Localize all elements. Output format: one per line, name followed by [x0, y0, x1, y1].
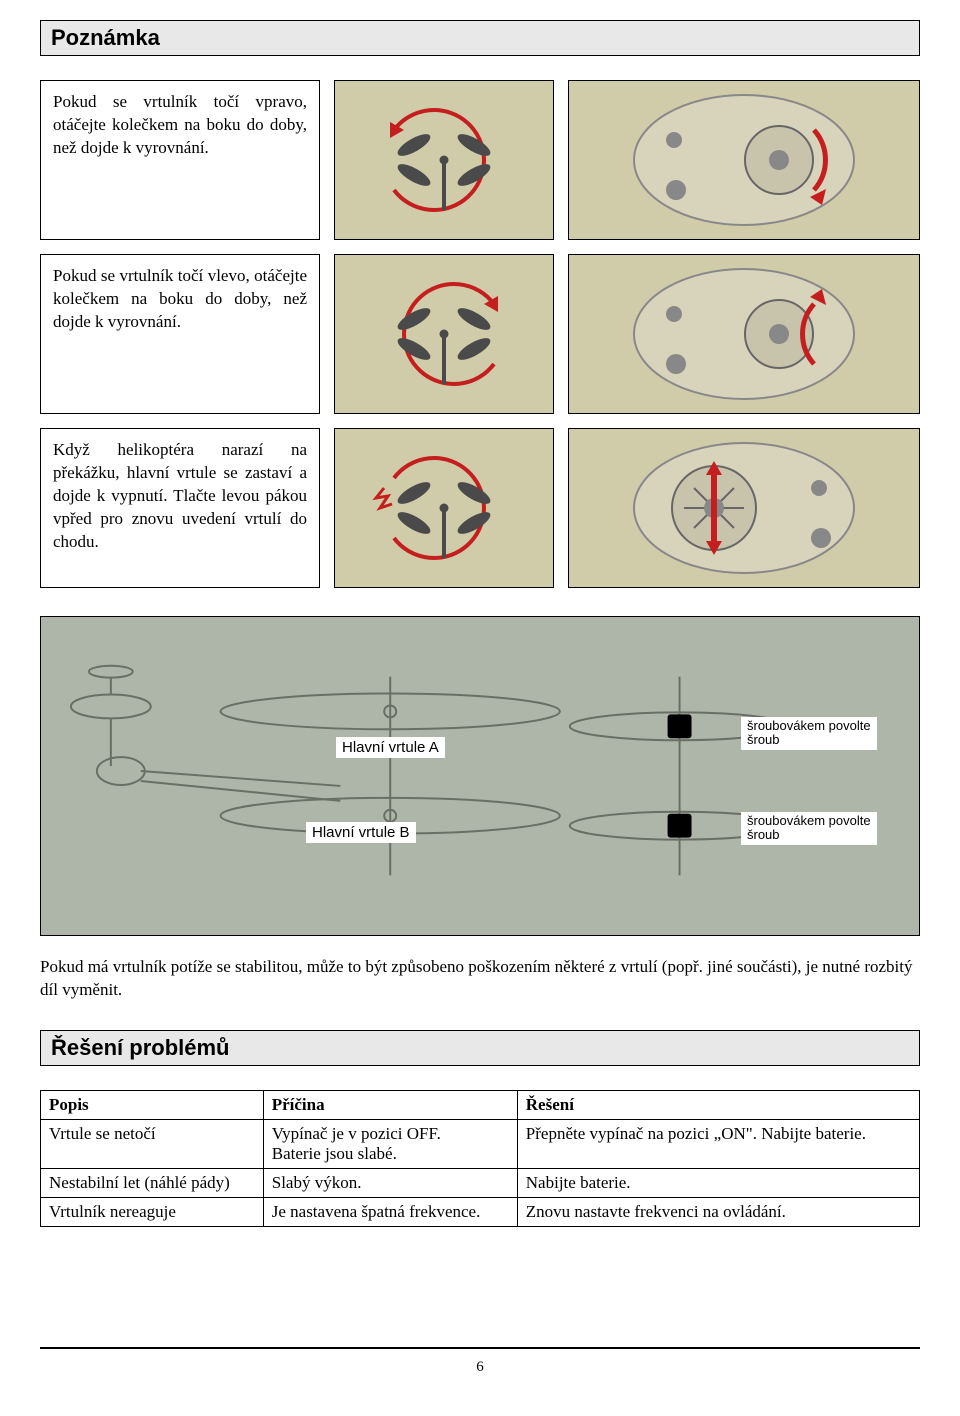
cell: Vrtule se netočí	[41, 1119, 264, 1168]
rotor-crash-icon	[334, 428, 554, 588]
rotor-diagram-cw-icon	[334, 80, 554, 240]
label-rotor-b: Hlavní vrtule B	[306, 822, 416, 843]
rotor-assembly-figure: Hlavní vrtule A Hlavní vrtule B šroubová…	[40, 616, 920, 936]
table-row: Nestabilní let (náhlé pády) Slabý výkon.…	[41, 1168, 920, 1197]
stick-push-icon	[568, 428, 920, 588]
cell: Vrtulník nereaguje	[41, 1197, 264, 1226]
table-header-row: Popis Příčina Řešení	[41, 1090, 920, 1119]
col-popis: Popis	[41, 1090, 264, 1119]
page-number: 6	[40, 1359, 920, 1376]
trim-dial-right-icon	[568, 80, 920, 240]
info-text-2: Pokud se vrtulník točí vlevo, otáčejte k…	[40, 254, 320, 414]
info-text-3: Když helikoptéra narazí na překážku, hla…	[40, 428, 320, 588]
col-pricina: Příčina	[263, 1090, 517, 1119]
label-screw-1: šroubovákem povolte šroub	[741, 717, 877, 750]
table-row: Vrtulník nereaguje Je nastavena špatná f…	[41, 1197, 920, 1226]
cell: Je nastavena špatná frekvence.	[263, 1197, 517, 1226]
rotor-diagram-ccw-icon	[334, 254, 554, 414]
col-reseni: Řešení	[517, 1090, 919, 1119]
troubleshoot-heading: Řešení problémů	[40, 1030, 920, 1066]
troubleshoot-table: Popis Příčina Řešení Vrtule se netočí Vy…	[40, 1090, 920, 1227]
note-heading: Poznámka	[40, 20, 920, 56]
cell: Nabijte baterie.	[517, 1168, 919, 1197]
info-row-1: Pokud se vrtulník točí vpravo, otáčejte …	[40, 80, 920, 240]
footer-rule	[40, 1347, 920, 1349]
label-screw-2: šroubovákem povolte šroub	[741, 812, 877, 845]
trim-dial-left-icon	[568, 254, 920, 414]
figure-caption: Pokud má vrtulník potíže se stabilitou, …	[40, 956, 920, 1002]
info-text-1: Pokud se vrtulník točí vpravo, otáčejte …	[40, 80, 320, 240]
cell: Slabý výkon.	[263, 1168, 517, 1197]
cell: Vypínač je v pozici OFF. Baterie jsou sl…	[263, 1119, 517, 1168]
cell: Nestabilní let (náhlé pády)	[41, 1168, 264, 1197]
label-rotor-a: Hlavní vrtule A	[336, 737, 445, 758]
table-row: Vrtule se netočí Vypínač je v pozici OFF…	[41, 1119, 920, 1168]
info-row-2: Pokud se vrtulník točí vlevo, otáčejte k…	[40, 254, 920, 414]
cell: Přepněte vypínač na pozici „ON". Nabijte…	[517, 1119, 919, 1168]
info-row-3: Když helikoptéra narazí na překážku, hla…	[40, 428, 920, 588]
cell: Znovu nastavte frekvenci na ovládání.	[517, 1197, 919, 1226]
